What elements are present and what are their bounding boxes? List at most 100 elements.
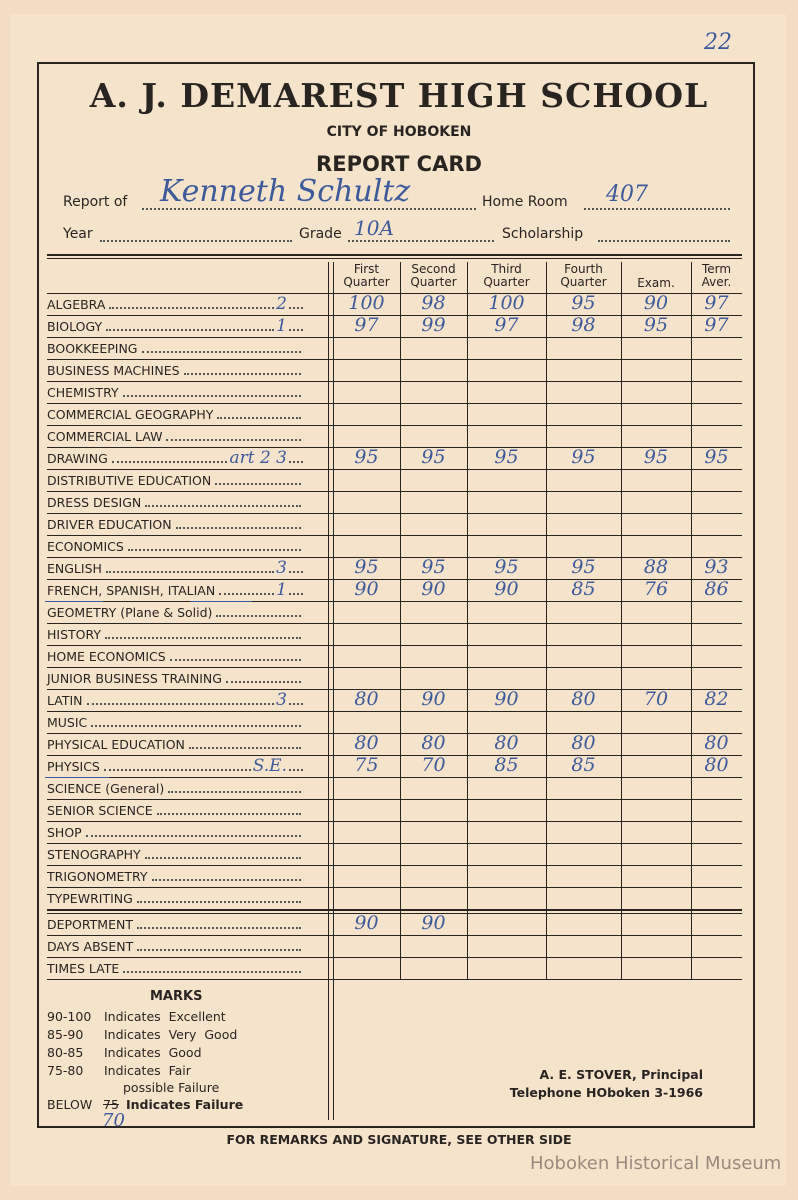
dotted-leader bbox=[219, 593, 275, 595]
grade-cell: 97 bbox=[494, 314, 519, 336]
grade-cell: 90 bbox=[421, 578, 446, 600]
dotted-leader bbox=[100, 240, 292, 242]
subject-name: BIOLOGY bbox=[47, 319, 103, 334]
subject-label: COMMERCIAL LAW bbox=[47, 427, 303, 445]
row-rule bbox=[47, 711, 742, 712]
subject-name: BUSINESS MACHINES bbox=[47, 363, 180, 378]
row-rule bbox=[47, 865, 742, 866]
grade-cell: 80 bbox=[571, 732, 596, 754]
grade-cell: 90 bbox=[494, 688, 519, 710]
subject-label: MUSIC bbox=[47, 713, 303, 731]
grade-cell: 97 bbox=[704, 314, 729, 336]
dotted-leader bbox=[289, 329, 303, 331]
subject-label: ALGEBRA 2 bbox=[47, 295, 303, 313]
footer-note: FOR REMARKS AND SIGNATURE, SEE OTHER SID… bbox=[226, 1132, 572, 1147]
row-rule bbox=[47, 957, 742, 958]
row-rule bbox=[47, 535, 742, 536]
subject-label: HOME ECONOMICS bbox=[47, 647, 303, 665]
grade-cell: 95 bbox=[421, 446, 446, 468]
grade-cell: 85 bbox=[571, 578, 596, 600]
subject-note: 3 bbox=[276, 690, 287, 710]
grade-value: 10A bbox=[354, 216, 394, 240]
below-printed-value: 75 bbox=[103, 1097, 119, 1112]
student-name: Kenneth Schultz bbox=[160, 174, 411, 209]
grade-cell: 95 bbox=[421, 556, 446, 578]
dotted-leader bbox=[584, 208, 730, 210]
column-header: First Quarter bbox=[343, 262, 390, 289]
subject-name: COMMERCIAL GEOGRAPHY bbox=[47, 407, 214, 422]
dotted-leader bbox=[136, 927, 301, 929]
subject-label: SHOP bbox=[47, 823, 303, 841]
row-rule bbox=[47, 887, 742, 888]
dotted-leader bbox=[151, 879, 301, 881]
grade-label: Grade bbox=[299, 226, 342, 242]
marks-meaning: Indicates Very Good bbox=[104, 1027, 238, 1042]
dotted-leader bbox=[144, 857, 301, 859]
home-room-value: 407 bbox=[606, 182, 648, 207]
subject-name: MUSIC bbox=[47, 715, 88, 730]
column-divider bbox=[328, 262, 329, 1120]
subject-label: BOOKKEEPING bbox=[47, 339, 303, 357]
dotted-leader bbox=[106, 329, 275, 331]
row-rule bbox=[47, 935, 742, 936]
city-name: CITY OF HOBOKEN bbox=[326, 124, 472, 140]
dotted-leader bbox=[105, 571, 275, 573]
subject-note: S.E. bbox=[252, 756, 287, 776]
marks-range: 90-100 bbox=[47, 1009, 92, 1024]
below-label: BELOW bbox=[47, 1097, 93, 1112]
subject-label: COMMERCIAL GEOGRAPHY bbox=[47, 405, 303, 423]
grade-cell: 100 bbox=[488, 292, 525, 314]
column-divider bbox=[621, 262, 622, 979]
row-rule bbox=[47, 447, 742, 448]
dotted-leader bbox=[289, 307, 303, 309]
subject-name: ECONOMICS bbox=[47, 539, 124, 554]
dotted-leader bbox=[168, 791, 301, 793]
grade-cell: 80 bbox=[571, 688, 596, 710]
dotted-leader bbox=[598, 240, 730, 242]
row-rule bbox=[47, 579, 742, 580]
dotted-leader bbox=[216, 615, 301, 617]
row-rule bbox=[47, 469, 742, 470]
dotted-leader bbox=[225, 681, 301, 683]
section-rule bbox=[47, 909, 742, 911]
column-header: Third Quarter bbox=[483, 262, 530, 289]
column-header: Second Quarter bbox=[410, 262, 457, 289]
subject-name: PHYSICAL EDUCATION bbox=[47, 737, 185, 752]
year-label: Year bbox=[63, 226, 93, 242]
grade-cell: 95 bbox=[494, 556, 519, 578]
row-rule bbox=[47, 337, 742, 338]
dotted-leader bbox=[136, 901, 301, 903]
dotted-leader bbox=[289, 461, 303, 463]
grade-cell: 80 bbox=[704, 754, 729, 776]
principal-telephone: Telephone HOboken 3-1966 bbox=[509, 1085, 703, 1100]
subject-name: DRAWING bbox=[47, 451, 108, 466]
row-rule bbox=[47, 843, 742, 844]
subject-label: JUNIOR BUSINESS TRAINING bbox=[47, 669, 303, 687]
subject-label: DISTRIBUTIVE EDUCATION bbox=[47, 471, 303, 489]
grade-cell: 85 bbox=[571, 754, 596, 776]
row-rule bbox=[47, 667, 742, 668]
subject-name: DAYS ABSENT bbox=[47, 939, 134, 954]
grade-cell: 95 bbox=[354, 446, 379, 468]
subject-label: ENGLISH 3 bbox=[47, 559, 303, 577]
subject-label: DRIVER EDUCATION bbox=[47, 515, 303, 533]
dotted-leader bbox=[183, 373, 301, 375]
subject-label: FRENCH, SPANISH, ITALIAN 1 bbox=[47, 581, 303, 599]
table-top-rule bbox=[47, 254, 742, 256]
subject-label: DRESS DESIGN bbox=[47, 493, 303, 511]
subject-name: DRESS DESIGN bbox=[47, 495, 142, 510]
subject-label: TIMES LATE bbox=[47, 959, 303, 977]
dotted-leader bbox=[169, 659, 301, 661]
subject-name: SENIOR SCIENCE bbox=[47, 803, 153, 818]
subject-name: JUNIOR BUSINESS TRAINING bbox=[47, 671, 222, 686]
row-rule bbox=[47, 645, 742, 646]
subject-label: BIOLOGY 1 bbox=[47, 317, 303, 335]
subject-name: CHEMISTRY bbox=[47, 385, 119, 400]
grade-cell: 100 bbox=[348, 292, 385, 314]
dotted-leader bbox=[86, 703, 275, 705]
museum-watermark: Hoboken Historical Museum bbox=[530, 1153, 782, 1174]
grade-cell: 85 bbox=[494, 754, 519, 776]
subject-name: DISTRIBUTIVE EDUCATION bbox=[47, 473, 212, 488]
strike-mark bbox=[45, 601, 103, 602]
dotted-leader bbox=[156, 813, 301, 815]
